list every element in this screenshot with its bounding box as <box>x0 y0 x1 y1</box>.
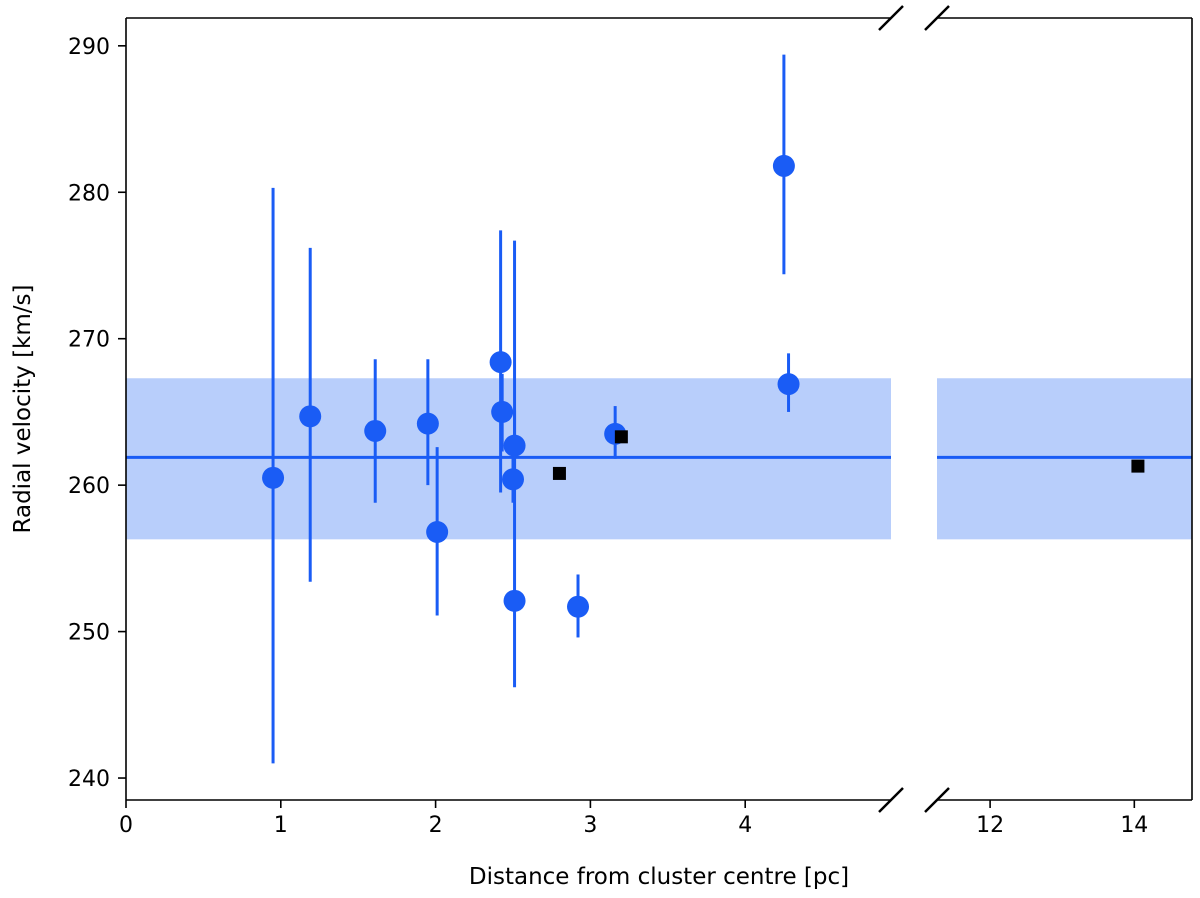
y-tick-label: 290 <box>68 35 110 60</box>
data-point-square <box>614 430 628 444</box>
axis-break-mark <box>878 5 904 31</box>
axis-break-marks <box>878 5 950 813</box>
y-tick-label: 240 <box>68 767 110 792</box>
data-point-circle <box>503 589 526 612</box>
axis-break-mark <box>924 5 950 31</box>
data-point-circle <box>503 434 526 457</box>
data-point-circle <box>416 412 439 435</box>
data-point-circle <box>491 400 514 423</box>
y-axis-label: Radial velocity [km/s] <box>10 285 36 534</box>
data-point-layer <box>262 154 1145 618</box>
data-point-circle <box>567 595 590 618</box>
data-point-circle <box>262 466 285 489</box>
x-tick-label: 12 <box>976 813 1004 838</box>
axis-break-mark <box>878 787 904 813</box>
axis-break-mark <box>924 787 950 813</box>
x-tick-label: 4 <box>738 813 752 838</box>
axes-frame <box>125 17 1193 801</box>
x-tick-label: 1 <box>274 813 288 838</box>
data-point-circle <box>426 521 449 544</box>
data-point-circle <box>489 351 512 374</box>
x-axis-ticks: 0 1 2 3 4 12 14 <box>119 800 1148 838</box>
x-tick-label: 2 <box>429 813 443 838</box>
data-point-square <box>552 466 566 480</box>
data-point-square <box>1131 459 1145 473</box>
x-axis-label: Distance from cluster centre [pc] <box>469 864 849 890</box>
y-tick-label: 250 <box>68 621 110 646</box>
data-point-circle <box>502 468 524 491</box>
data-point-circle <box>364 419 387 442</box>
data-point-circle <box>299 405 322 428</box>
data-point-circle <box>777 373 800 396</box>
x-tick-label: 14 <box>1120 813 1148 838</box>
y-axis-ticks: 240 250 260 270 280 290 <box>68 35 126 792</box>
x-tick-label: 3 <box>583 813 597 838</box>
x-tick-label: 0 <box>119 813 133 838</box>
y-tick-label: 270 <box>68 328 110 353</box>
y-tick-label: 260 <box>68 474 110 499</box>
data-point-circle <box>772 154 795 177</box>
y-tick-label: 280 <box>68 181 110 206</box>
